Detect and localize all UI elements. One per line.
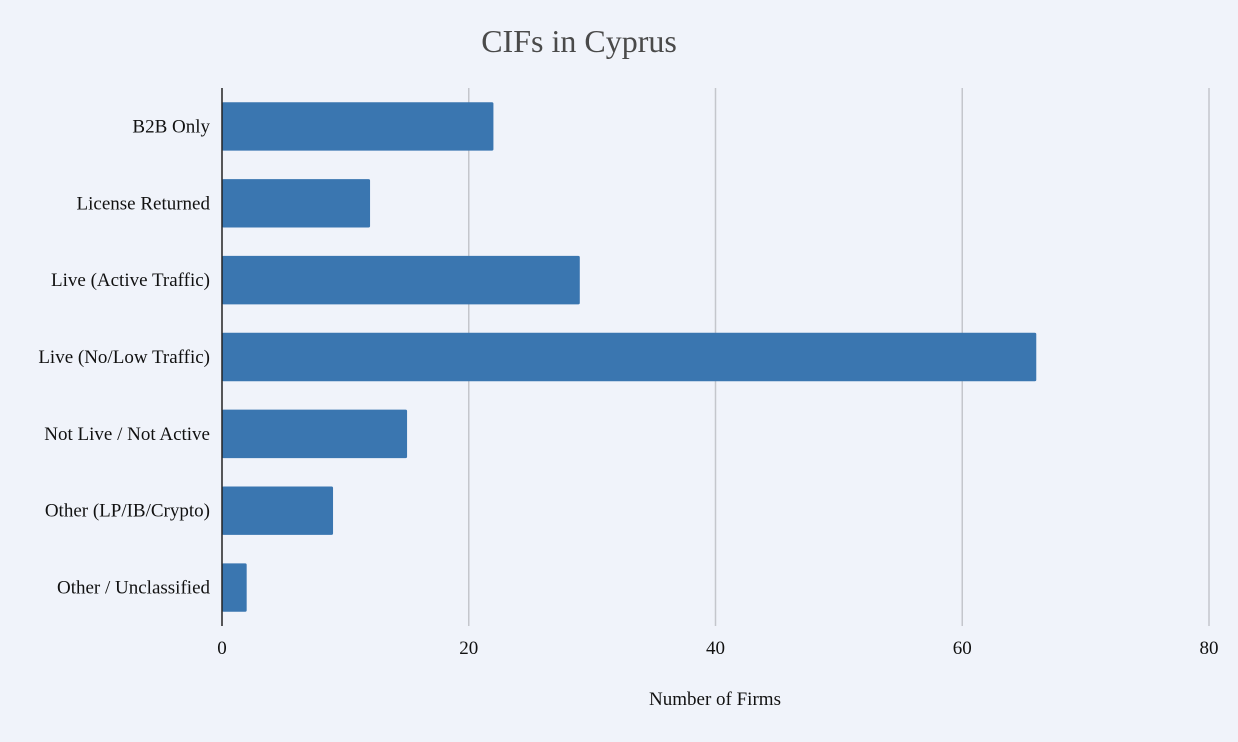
x-tick-label: 40 (706, 638, 725, 659)
x-tick-label: 80 (1200, 638, 1219, 659)
category-label: Live (Active Traffic) (51, 270, 210, 291)
bar (222, 409, 408, 459)
bar (222, 255, 580, 305)
category-labels: B2B Only License Returned Live (Active Tra… (38, 116, 210, 598)
bar (222, 563, 247, 612)
category-label: Other (LP/IB/Crypto) (45, 501, 210, 522)
category-label: Other / Unclassified (57, 578, 211, 599)
bar (222, 179, 371, 228)
x-axis-title: Number of Firms (649, 689, 781, 710)
bar (222, 486, 334, 535)
x-tick-label: 0 (217, 638, 227, 659)
category-label: Live (No/Low Traffic) (38, 347, 210, 368)
x-tick-label: 20 (459, 638, 478, 659)
x-tick-labels: 0 20 40 60 80 (217, 638, 1218, 659)
category-label: License Returned (77, 193, 211, 214)
category-label: Not Live / Not Active (44, 424, 210, 445)
bar (222, 102, 494, 151)
x-tick-label: 60 (953, 638, 972, 659)
bar (222, 332, 1037, 382)
chart-title: CIFs in Cyprus (481, 23, 677, 59)
category-label: B2B Only (132, 116, 210, 137)
bars (222, 102, 1037, 612)
